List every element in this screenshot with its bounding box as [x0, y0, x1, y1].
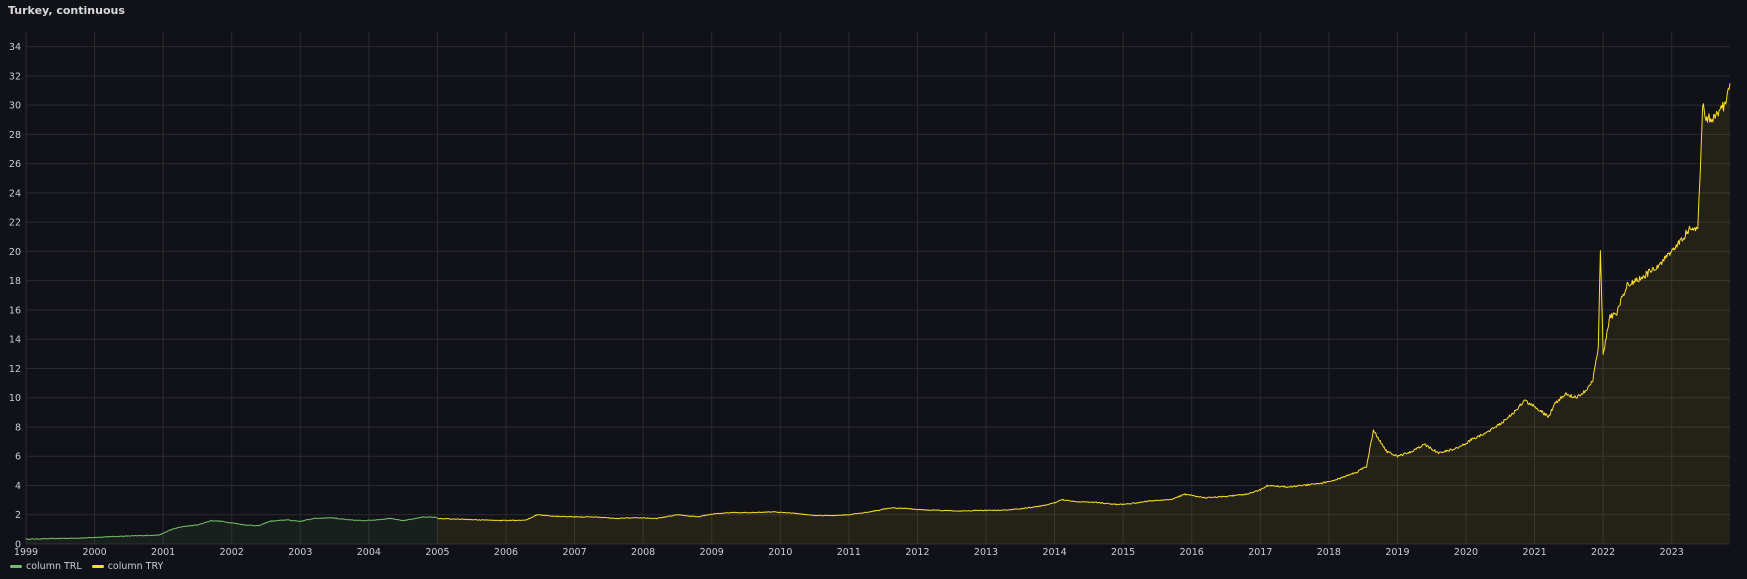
legend-label-trl: column TRL	[26, 561, 82, 572]
series-line-column-trl	[25, 516, 438, 540]
x-tick-label: 2015	[1111, 547, 1135, 558]
x-tick-label: 2003	[288, 547, 312, 558]
x-tick-label: 2017	[1248, 547, 1272, 558]
y-tick-label: 28	[9, 130, 21, 141]
y-tick-label: 20	[9, 247, 21, 258]
series-area-column-try	[437, 83, 1730, 544]
x-tick-label: 2019	[1385, 547, 1409, 558]
series-group	[25, 83, 1731, 544]
x-tick-label: 2004	[357, 547, 381, 558]
y-tick-label: 34	[9, 42, 21, 53]
x-tick-label: 2021	[1522, 547, 1546, 558]
y-tick-label: 4	[15, 481, 21, 492]
y-tick-label: 26	[9, 159, 21, 170]
x-tick-label: 2023	[1660, 547, 1684, 558]
x-tick-label: 2016	[1180, 547, 1204, 558]
y-tick-label: 22	[9, 218, 21, 229]
grid-lines	[25, 32, 1730, 545]
y-tick-label: 24	[9, 188, 21, 199]
legend-label-try: column TRY	[107, 561, 164, 572]
y-tick-label: 2	[15, 510, 21, 521]
series-line-column-try	[437, 83, 1731, 522]
y-tick-label: 18	[9, 276, 21, 287]
x-tick-label: 2014	[1042, 547, 1066, 558]
legend-swatch-try	[91, 565, 104, 568]
legend-item-try[interactable]: column TRY	[91, 561, 164, 572]
x-tick-label: 2005	[425, 547, 449, 558]
y-tick-label: 6	[15, 452, 21, 463]
y-tick-label: 14	[9, 335, 21, 346]
x-tick-label: 1999	[14, 547, 38, 558]
x-tick-label: 2009	[700, 547, 724, 558]
x-tick-label: 2001	[151, 547, 175, 558]
x-tick-label: 2006	[494, 547, 518, 558]
legend: column TRL column TRY	[10, 561, 163, 572]
legend-swatch-trl	[10, 565, 22, 568]
x-tick-label: 2018	[1317, 547, 1341, 558]
x-tick-label: 2000	[82, 547, 106, 558]
y-tick-label: 32	[9, 71, 21, 82]
x-tick-label: 2010	[768, 547, 792, 558]
series-area-column-trl	[26, 516, 438, 544]
x-tick-label: 2020	[1454, 547, 1478, 558]
y-tick-label: 10	[9, 393, 21, 404]
x-tick-label: 2013	[974, 547, 998, 558]
x-tick-label: 2022	[1591, 547, 1615, 558]
x-axis: 1999 2000 2001 2002 2003 2004 2005 2006 2007 2008…	[14, 547, 1684, 558]
y-tick-label: 0	[15, 540, 21, 551]
y-tick-label: 16	[9, 305, 21, 316]
y-tick-label: 8	[15, 422, 21, 433]
x-tick-label: 2011	[837, 547, 861, 558]
y-tick-label: 12	[9, 364, 21, 375]
panel-title: Turkey, continuous	[8, 4, 125, 17]
y-tick-label: 30	[9, 101, 21, 112]
legend-item-trl[interactable]: column TRL	[10, 561, 82, 572]
x-tick-label: 2012	[905, 547, 929, 558]
x-tick-label: 2008	[631, 547, 655, 558]
x-tick-label: 2007	[562, 547, 586, 558]
x-tick-label: 2002	[220, 547, 244, 558]
